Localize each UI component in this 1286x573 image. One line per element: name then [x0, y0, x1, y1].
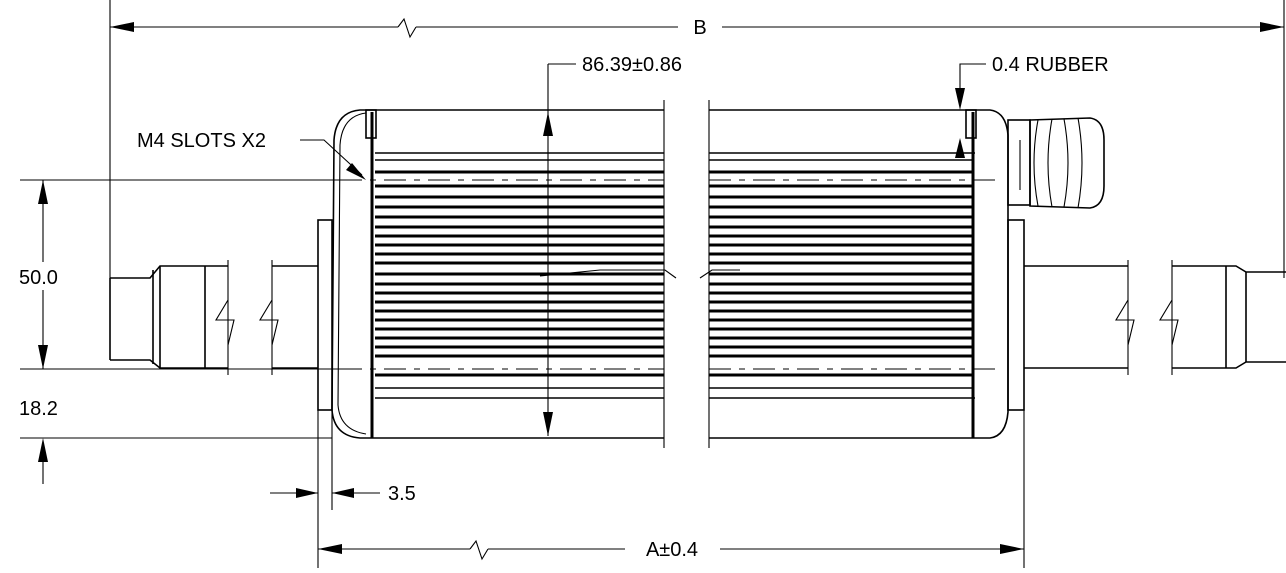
- dimension-slot-spacing: 50.0: [18, 179, 340, 370]
- body-left: [317, 100, 665, 448]
- slots-label: M4 SLOTS X2: [137, 130, 266, 152]
- right-shaft: [1024, 260, 1286, 375]
- dimension-b-label: B: [693, 17, 706, 39]
- dimension-height-label: 86.39±0.86: [582, 54, 682, 76]
- dimension-b: B: [109, 0, 1285, 278]
- dimension-a-label: A±0.4: [646, 539, 698, 561]
- dimension-height: 86.39±0.86: [539, 54, 740, 436]
- dimension-slot-offset: 18.2: [19, 398, 332, 484]
- left-shaft: [109, 260, 318, 375]
- slot-offset-label: 18.2: [19, 398, 58, 420]
- dimension-flange: 3.5: [270, 410, 416, 568]
- slots-callout: M4 SLOTS X2: [137, 130, 366, 180]
- body-right: [708, 100, 1105, 448]
- flange-label: 3.5: [388, 483, 416, 505]
- rubber-label: 0.4 RUBBER: [992, 54, 1109, 76]
- rubber-callout: 0.4 RUBBER: [955, 54, 1109, 158]
- dimension-a: A±0.4: [318, 410, 1025, 568]
- slot-spacing-label: 50.0: [19, 267, 58, 289]
- cable-gland: [1007, 117, 1105, 209]
